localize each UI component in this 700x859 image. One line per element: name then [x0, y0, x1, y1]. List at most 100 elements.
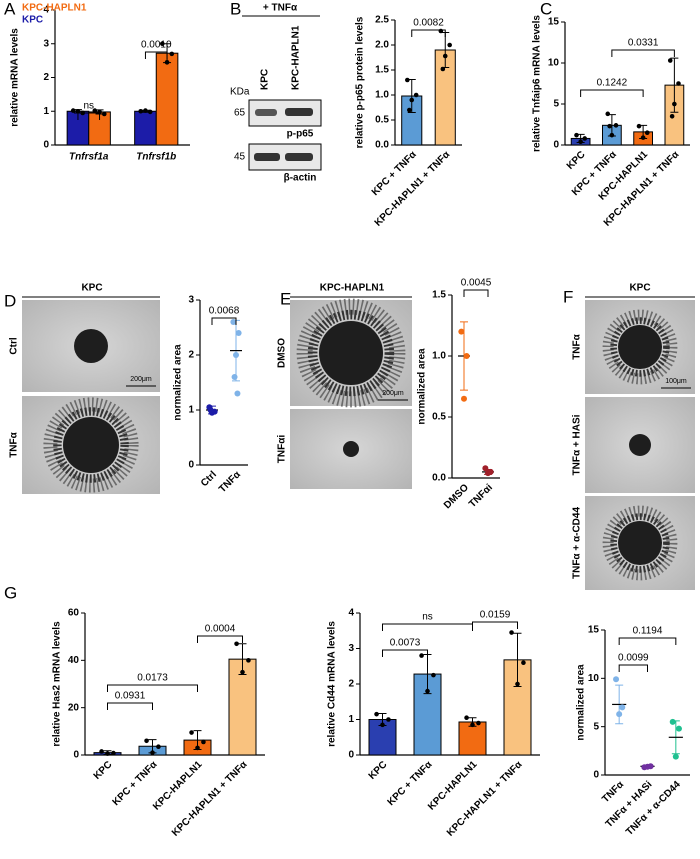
data-point	[144, 738, 149, 744]
row-label: TNFαi	[277, 435, 288, 464]
y-tick-label: 2.5	[375, 15, 389, 26]
annotation: 0.0159	[480, 610, 511, 621]
data-point	[92, 108, 98, 113]
data-point	[458, 328, 465, 335]
data-point	[485, 470, 491, 477]
annotation: 0.0068	[209, 306, 240, 317]
data-point	[640, 135, 646, 140]
data-point	[442, 53, 448, 59]
data-point	[582, 136, 588, 141]
y-tick-label: 15	[548, 17, 560, 28]
y-axis-label: relative mRNA levels	[10, 28, 21, 127]
data-point	[619, 704, 626, 711]
x-tick-label: Tnfrsf1a	[69, 152, 109, 163]
kda-label: KDa	[230, 87, 250, 98]
bracket	[107, 702, 153, 710]
bar	[458, 721, 487, 756]
scale-label: 100μm	[665, 378, 687, 385]
data-point	[515, 681, 520, 687]
data-point	[70, 108, 76, 113]
data-point	[234, 641, 239, 647]
bar	[134, 110, 157, 146]
data-point	[616, 711, 623, 718]
row-label: TNFα + α-CD44	[572, 507, 583, 579]
data-point	[438, 28, 444, 34]
data-point	[672, 101, 677, 107]
lane-label: KPC	[260, 69, 271, 90]
y-axis-label: normalized area	[173, 344, 184, 421]
y-tick-label: 1.0	[432, 351, 446, 362]
spheroid	[63, 417, 119, 473]
y-tick-label: 5	[553, 99, 559, 110]
y-tick-label: 2	[348, 679, 354, 690]
data-point	[613, 676, 620, 683]
data-point	[234, 390, 241, 397]
scale-label: 200μm	[382, 390, 404, 397]
panel-label: G	[4, 583, 17, 602]
annotation: 0.0931	[115, 691, 146, 702]
row-label: TNFα	[572, 333, 583, 359]
annotation: 0.0004	[205, 624, 236, 635]
y-axis-label: relative p-p65 protein levels	[355, 16, 366, 148]
y-axis-label: relative Has2 mRNA levels	[52, 621, 63, 747]
data-point	[574, 132, 579, 138]
x-tick-label: KPC	[367, 759, 390, 782]
spheroid-halo	[296, 298, 406, 408]
data-point	[111, 750, 116, 756]
y-tick-label: 1.5	[375, 65, 389, 76]
row-label: TNFα	[9, 431, 20, 457]
panel-label: B	[230, 0, 241, 18]
bracket	[411, 29, 446, 37]
data-point	[75, 108, 81, 114]
spheroid	[343, 441, 359, 457]
y-tick-label: 10	[548, 58, 560, 69]
data-point	[672, 753, 679, 760]
x-tick-label: TNFα	[600, 779, 626, 805]
data-point	[195, 745, 200, 751]
data-point	[644, 763, 651, 770]
error-bar	[513, 632, 522, 687]
data-point	[605, 111, 611, 117]
spheroid-halo	[53, 407, 129, 483]
panel-label: F	[563, 287, 573, 306]
x-tick-label: KPC-HAPLN1 + TNFα	[445, 759, 525, 839]
spheroid-halo	[602, 309, 678, 385]
spheroid-halo	[610, 317, 670, 377]
bracket	[197, 635, 243, 643]
bracket	[580, 89, 644, 97]
x-tick-label: KPC-HAPLN1 + TNFα	[170, 759, 250, 839]
y-tick-label: 2	[188, 350, 194, 361]
y-tick-label: 3	[43, 38, 49, 49]
y-tick-label: 1	[43, 106, 49, 117]
annotation: 0.0045	[461, 278, 492, 289]
data-point	[607, 123, 612, 129]
y-tick-label: 60	[68, 608, 80, 619]
data-point	[463, 353, 470, 359]
y-tick-label: 40	[68, 655, 80, 666]
bracket	[382, 649, 428, 657]
spheroid-halo	[307, 309, 395, 397]
spheroid-halo	[43, 397, 139, 493]
data-point	[380, 722, 385, 728]
image-title: KPC	[629, 283, 650, 294]
bracket	[618, 664, 648, 672]
annotation: 0.0099	[618, 653, 649, 664]
data-point	[613, 123, 619, 128]
data-point	[675, 725, 682, 732]
row-label: TNFα + HASi	[572, 414, 583, 475]
y-tick-label: 2	[43, 72, 49, 83]
data-point	[409, 97, 415, 103]
spheroid	[629, 434, 651, 456]
bracket	[77, 112, 101, 120]
x-tick-label: KPC	[565, 149, 588, 172]
image-title: KPC	[81, 283, 102, 294]
data-point	[143, 108, 148, 113]
annotation: ns	[83, 101, 94, 112]
y-axis-label: relative Tnfaip6 mRNA levels	[532, 15, 543, 152]
panel-label: C	[540, 0, 552, 18]
band-label: p-p65	[287, 129, 314, 140]
data-point	[102, 111, 107, 117]
band	[255, 109, 277, 116]
data-point	[201, 739, 206, 745]
